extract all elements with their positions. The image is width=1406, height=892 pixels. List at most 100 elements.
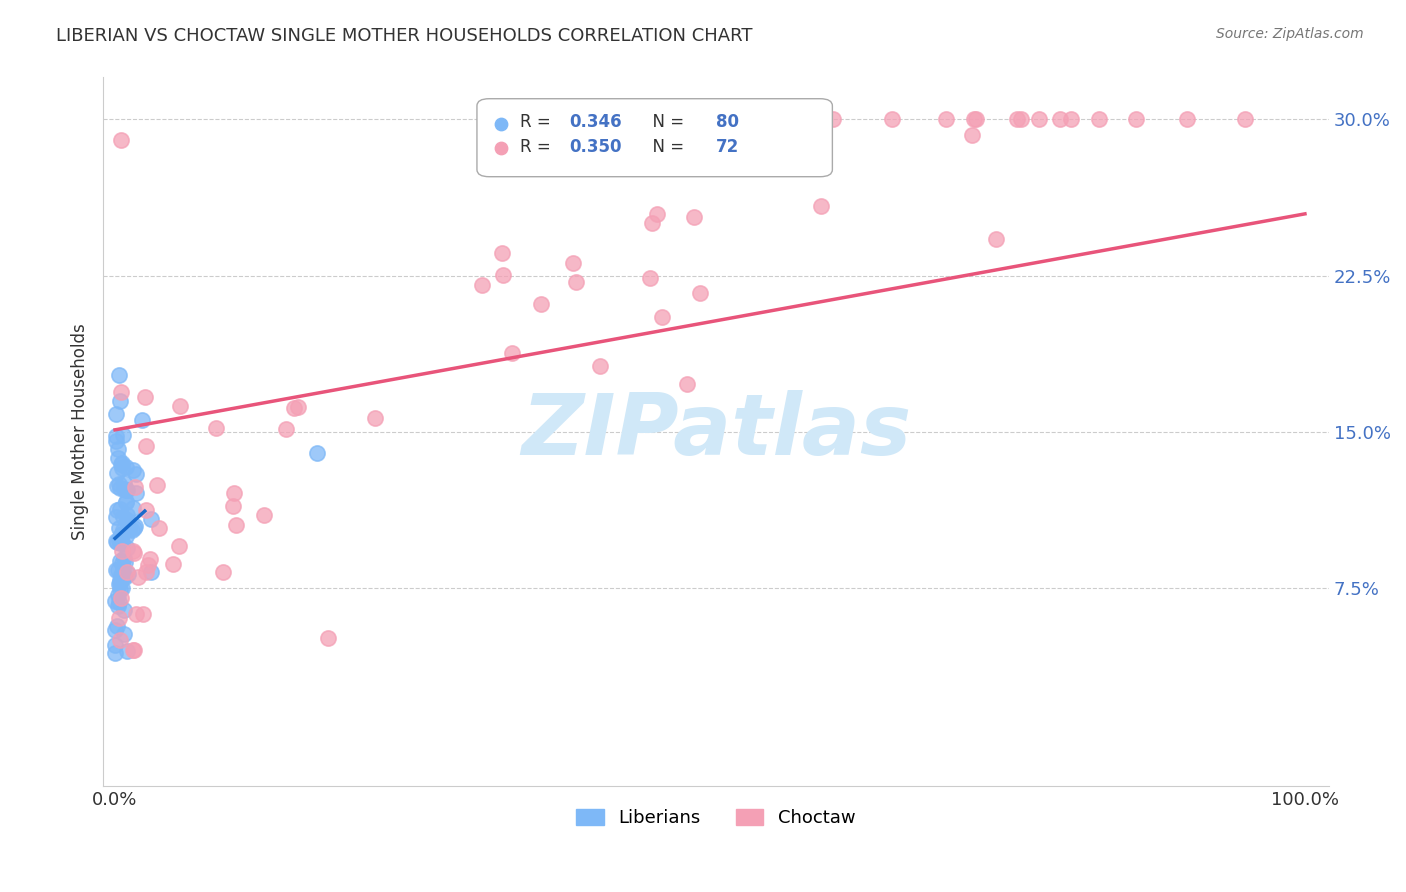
Liberians (114, 555, 136, 569)
Liberians (110, 582, 132, 596)
Liberians (115, 541, 138, 556)
Choctaw (1010, 112, 1032, 127)
Liberians (107, 599, 129, 613)
Liberians (104, 623, 127, 637)
Choctaw (1233, 112, 1256, 127)
Choctaw (645, 207, 668, 221)
Choctaw (364, 410, 387, 425)
FancyBboxPatch shape (477, 99, 832, 177)
Liberians (107, 533, 129, 547)
Liberians (108, 521, 131, 535)
Text: R =: R = (520, 113, 555, 131)
Choctaw (1005, 112, 1028, 127)
Liberians (105, 533, 128, 548)
Choctaw (115, 565, 138, 579)
Liberians (117, 515, 139, 529)
Liberians (139, 566, 162, 580)
Choctaw (689, 286, 711, 301)
Liberians (105, 479, 128, 493)
Liberians (115, 644, 138, 658)
Choctaw (283, 401, 305, 415)
Choctaw (127, 570, 149, 584)
Y-axis label: Single Mother Households: Single Mother Households (72, 324, 89, 541)
Liberians (131, 413, 153, 427)
Liberians (108, 481, 131, 495)
Text: 0.346: 0.346 (569, 113, 621, 131)
Liberians (105, 618, 128, 632)
Choctaw (110, 384, 132, 399)
Liberians (110, 530, 132, 544)
Choctaw (222, 500, 245, 514)
Text: R =: R = (520, 138, 555, 156)
Legend: Liberians, Choctaw: Liberians, Choctaw (569, 802, 863, 834)
Text: ZIPatlas: ZIPatlas (520, 391, 911, 474)
Liberians (112, 603, 135, 617)
Choctaw (960, 128, 983, 142)
Choctaw (124, 480, 146, 494)
Liberians (307, 446, 329, 460)
Liberians (107, 442, 129, 456)
Choctaw (1088, 112, 1111, 127)
Liberians (107, 451, 129, 466)
Liberians (105, 509, 128, 524)
Choctaw (651, 310, 673, 325)
Choctaw (823, 112, 845, 127)
Liberians (121, 523, 143, 537)
Liberians (112, 627, 135, 641)
Choctaw (641, 216, 664, 230)
Choctaw (810, 199, 832, 213)
Choctaw (287, 400, 309, 414)
Text: 72: 72 (716, 138, 740, 156)
Choctaw (136, 558, 159, 573)
Liberians (110, 528, 132, 542)
Liberians (122, 462, 145, 476)
Liberians (111, 524, 134, 538)
Text: 80: 80 (716, 113, 740, 131)
Liberians (111, 456, 134, 470)
Liberians (115, 494, 138, 508)
Choctaw (111, 543, 134, 558)
Liberians (110, 575, 132, 590)
Choctaw (565, 275, 588, 289)
Liberians (139, 512, 162, 526)
Choctaw (962, 112, 984, 127)
Liberians (110, 568, 132, 582)
Liberians (114, 570, 136, 584)
Text: Source: ZipAtlas.com: Source: ZipAtlas.com (1216, 27, 1364, 41)
Choctaw (134, 390, 156, 404)
Choctaw (204, 421, 226, 435)
Liberians (111, 582, 134, 596)
Liberians (111, 527, 134, 541)
Choctaw (492, 268, 515, 282)
Liberians (117, 567, 139, 582)
Liberians (108, 577, 131, 591)
Choctaw (638, 271, 661, 285)
Liberians (110, 557, 132, 571)
Liberians (112, 569, 135, 583)
Choctaw (530, 297, 553, 311)
Liberians (104, 429, 127, 443)
Choctaw (167, 540, 190, 554)
Text: LIBERIAN VS CHOCTAW SINGLE MOTHER HOUSEHOLDS CORRELATION CHART: LIBERIAN VS CHOCTAW SINGLE MOTHER HOUSEH… (56, 27, 752, 45)
Choctaw (162, 558, 184, 572)
Choctaw (1049, 112, 1071, 127)
Choctaw (148, 521, 170, 535)
Liberians (112, 482, 135, 496)
Liberians (107, 588, 129, 602)
Liberians (124, 467, 146, 482)
Liberians (111, 461, 134, 475)
Choctaw (501, 346, 523, 360)
Choctaw (1028, 112, 1050, 127)
Choctaw (135, 503, 157, 517)
Choctaw (222, 485, 245, 500)
Liberians (111, 509, 134, 524)
Liberians (110, 458, 132, 472)
Choctaw (169, 399, 191, 413)
Liberians (108, 393, 131, 408)
Choctaw (212, 566, 235, 580)
Liberians (117, 508, 139, 522)
Choctaw (253, 508, 276, 522)
Choctaw (316, 632, 339, 646)
Choctaw (1175, 112, 1198, 127)
Choctaw (138, 551, 160, 566)
